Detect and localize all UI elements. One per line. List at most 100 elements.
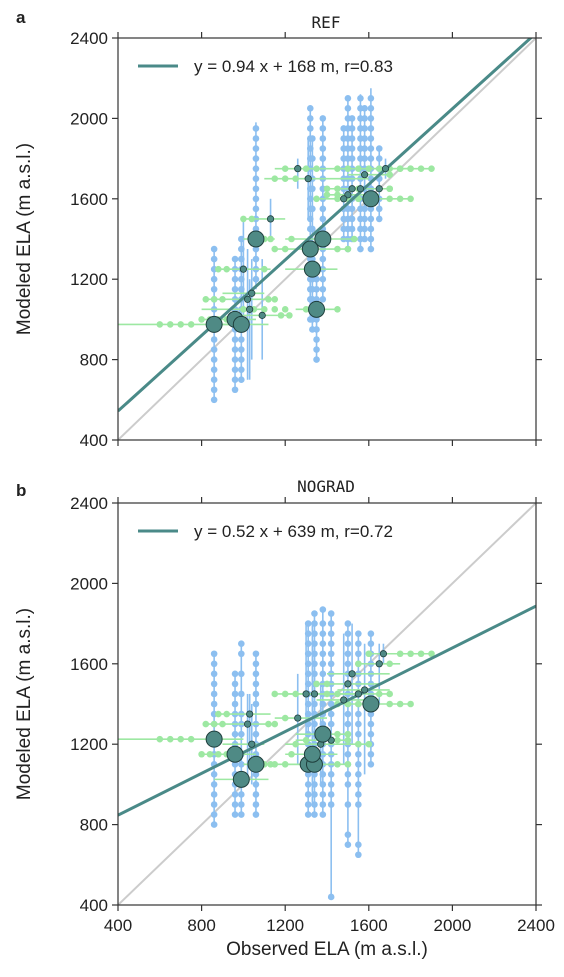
modeled-sample-point — [319, 620, 327, 627]
modeled-sample-point — [313, 336, 320, 343]
observed-sample-point — [210, 720, 218, 728]
modeled-sample-point — [252, 225, 260, 233]
modeled-sample-point — [344, 710, 352, 718]
modeled-sample-point — [344, 781, 352, 788]
modeled-sample-point — [319, 296, 327, 303]
glacier-marker — [205, 315, 223, 333]
x-axis-title: Observed ELA (m a.s.l.) — [226, 939, 428, 960]
modeled-sample-point — [252, 660, 260, 668]
observed-sample-point — [407, 700, 414, 708]
modeled-sample-point — [319, 125, 327, 132]
modeled-sample-point — [231, 801, 239, 808]
modeled-sample-point — [367, 710, 375, 718]
observed-sample-point — [355, 740, 362, 748]
modeled-sample-point — [367, 245, 375, 253]
observed-sample-point — [281, 306, 289, 313]
modeled-sample-point — [319, 155, 327, 162]
observed-sample-point — [198, 750, 205, 758]
modeled-sample-point — [361, 105, 368, 112]
glacier-marker — [248, 289, 256, 297]
modeled-sample-point — [252, 700, 260, 708]
observed-sample-point — [302, 306, 310, 313]
y-tick-label: 400 — [80, 896, 108, 915]
observed-sample-point — [202, 296, 210, 303]
observed-sample-point — [265, 720, 272, 728]
modeled-sample-point — [344, 115, 352, 122]
observed-sample-point — [240, 215, 247, 223]
observed-sample-point — [344, 165, 352, 172]
y-axis-title: Modeled ELA (m a.s.l.) — [14, 143, 35, 335]
modeled-sample-point — [210, 680, 218, 688]
modeled-sample-point — [231, 386, 239, 394]
modeled-sample-point — [344, 750, 352, 758]
glacier-marker — [246, 710, 254, 718]
modeled-sample-point — [252, 175, 260, 182]
modeled-sample-point — [355, 801, 362, 808]
modeled-sample-point — [319, 650, 327, 658]
modeled-sample-point — [355, 730, 362, 738]
observed-sample-point — [267, 235, 274, 243]
modeled-sample-point — [238, 761, 245, 768]
modeled-sample-point — [231, 811, 239, 818]
observed-sample-point — [386, 195, 394, 203]
modeled-sample-point — [327, 801, 335, 808]
observed-sample-point — [313, 165, 320, 172]
modeled-sample-point — [252, 245, 260, 253]
modeled-sample-point — [340, 215, 348, 223]
modeled-sample-point — [344, 801, 352, 808]
modeled-sample-point — [252, 650, 260, 658]
observed-sample-point — [396, 165, 404, 172]
modeled-sample-point — [306, 125, 314, 132]
modeled-sample-point — [327, 630, 335, 637]
modeled-sample-point — [357, 95, 364, 102]
modeled-sample-point — [344, 841, 352, 848]
modeled-sample-point — [252, 275, 260, 283]
modeled-sample-point — [210, 811, 218, 818]
modeled-sample-point — [313, 326, 320, 333]
observed-sample-point — [313, 680, 320, 688]
regression-fit-line — [118, 604, 536, 817]
plot-area — [118, 38, 536, 440]
modeled-sample-point — [231, 680, 239, 688]
y-tick-label: 800 — [80, 816, 108, 835]
modeled-sample-point — [367, 105, 375, 112]
modeled-sample-point — [210, 690, 218, 698]
modeled-sample-point — [238, 730, 245, 738]
observed-sample-point — [386, 171, 394, 178]
observed-sample-point — [344, 730, 352, 738]
observed-sample-point — [261, 306, 268, 313]
observed-sample-point — [407, 195, 414, 203]
glacier-marker — [375, 660, 383, 668]
observed-sample-point — [407, 165, 414, 172]
y-tick-label: 800 — [80, 351, 108, 370]
glacier-marker — [348, 670, 356, 678]
panel-b: b NOGRAD 400 800 1200 1600 2000 2400 400 800 120… — [14, 477, 555, 960]
modeled-sample-point — [210, 650, 218, 658]
modeled-sample-point — [361, 125, 368, 132]
modeled-sample-point — [355, 650, 362, 658]
modeled-sample-point — [238, 811, 245, 818]
modeled-sample-point — [355, 761, 362, 768]
glacier-marker — [258, 311, 266, 319]
modeled-sample-point — [238, 791, 245, 798]
y-axis-title: Modeled ELA (m a.s.l.) — [14, 608, 35, 800]
modeled-sample-point — [210, 356, 218, 363]
legend-label: y = 0.52 x + 639 m, r=0.72 — [194, 522, 393, 541]
y-tick-label: 1600 — [70, 190, 108, 209]
modeled-sample-point — [252, 155, 260, 162]
glacier-marker — [247, 230, 265, 248]
observed-sample-point — [202, 720, 210, 728]
regression-fit-line — [118, 38, 533, 413]
observed-sample-point — [248, 215, 256, 223]
modeled-sample-point — [319, 285, 327, 293]
modeled-sample-point — [327, 610, 335, 617]
observed-sample-point — [166, 735, 174, 743]
modeled-sample-point — [252, 255, 260, 263]
modeled-sample-point — [361, 115, 368, 122]
observed-sample-point — [355, 700, 362, 708]
glacier-marker — [375, 185, 383, 193]
modeled-sample-point — [355, 771, 362, 778]
observed-sample-point — [215, 710, 222, 718]
modeled-sample-point — [367, 630, 375, 637]
